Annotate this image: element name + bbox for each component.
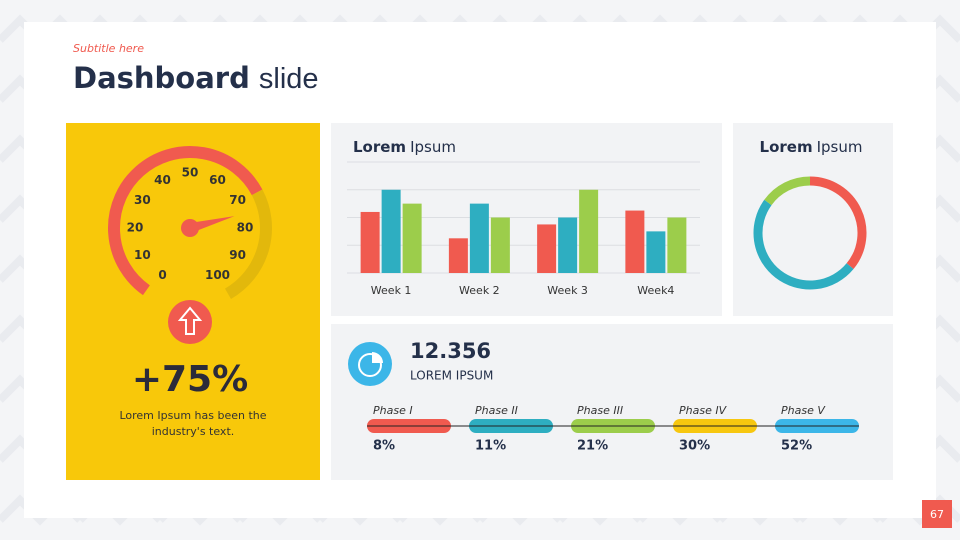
gauge-tick-label: 20 [127,221,144,235]
phase-name: Phase III [577,404,623,417]
bar [402,203,422,273]
phase-value: 52% [781,439,812,454]
gauge-arc-end [224,189,272,300]
phase-name: Phase II [475,404,518,417]
page-number: 67 [930,508,944,521]
gauge-tick-label: 0 [158,268,166,282]
phase-value: 8% [373,439,395,454]
x-tick-label: Week4 [637,284,674,297]
donut-segment [764,176,811,206]
title-light: Ipsum [817,138,863,156]
gauge-tick-label: 40 [154,173,171,187]
donut-segment [809,176,867,270]
phase-name: Phase V [781,404,826,417]
stat-icon-pie [358,353,382,377]
bar [381,189,401,273]
bar [448,238,468,273]
bar [667,217,687,273]
gauge-tick-label: 100 [205,268,230,282]
subtitle: Subtitle here [73,42,144,55]
title-bold: Lorem [353,138,406,156]
bar [625,210,645,273]
gauge-tick-label: 80 [237,221,254,235]
stat-label: LOREM IPSUM [410,369,493,383]
bar [558,217,578,273]
title-light: Ipsum [410,138,456,156]
stats-panel [331,324,893,480]
gauge-tick-label: 30 [134,193,151,207]
gauge-arc [108,146,263,296]
gauge-tick-label: 50 [182,166,199,180]
stat-icon-slice [372,352,383,363]
title-light: slide [259,63,319,95]
x-tick-label: Week 2 [459,284,500,297]
panel-title: Lorem Ipsum [760,138,863,156]
bar [537,224,557,273]
x-tick-label: Week 1 [371,284,412,297]
phase-value: 21% [577,439,608,454]
gauge-tick-label: 70 [229,193,246,207]
phase-name: Phase I [373,404,413,417]
gauge-value: +75% [132,359,248,400]
phase-value: 11% [475,439,506,454]
bar [469,203,489,273]
gauge-tick-label: 60 [209,173,226,187]
gauge-tick-label: 10 [134,248,151,262]
phase-name: Phase IV [679,404,728,417]
gauge-tick-label: 90 [229,248,246,262]
title: Dashboard slide [73,61,319,95]
page-number-box [922,500,952,528]
stat-icon [348,342,392,386]
stat-value: 12.356 [410,339,491,363]
bar [360,211,380,273]
bar [646,231,666,273]
donut-segment [753,199,854,290]
gauge-hub [181,219,199,237]
gauge-needle [188,216,235,233]
bar [490,217,510,273]
x-tick-label: Week 3 [547,284,588,297]
arrow-badge [168,300,212,344]
phase-value: 30% [679,439,710,454]
up-arrow [177,306,203,335]
panel-title: Lorem Ipsum [353,138,456,156]
title-bold: Lorem [760,138,813,156]
title-bold: Dashboard [73,61,250,95]
bar [579,189,599,273]
gauge-caption: Lorem Ipsum has been the industry's text… [119,409,267,438]
